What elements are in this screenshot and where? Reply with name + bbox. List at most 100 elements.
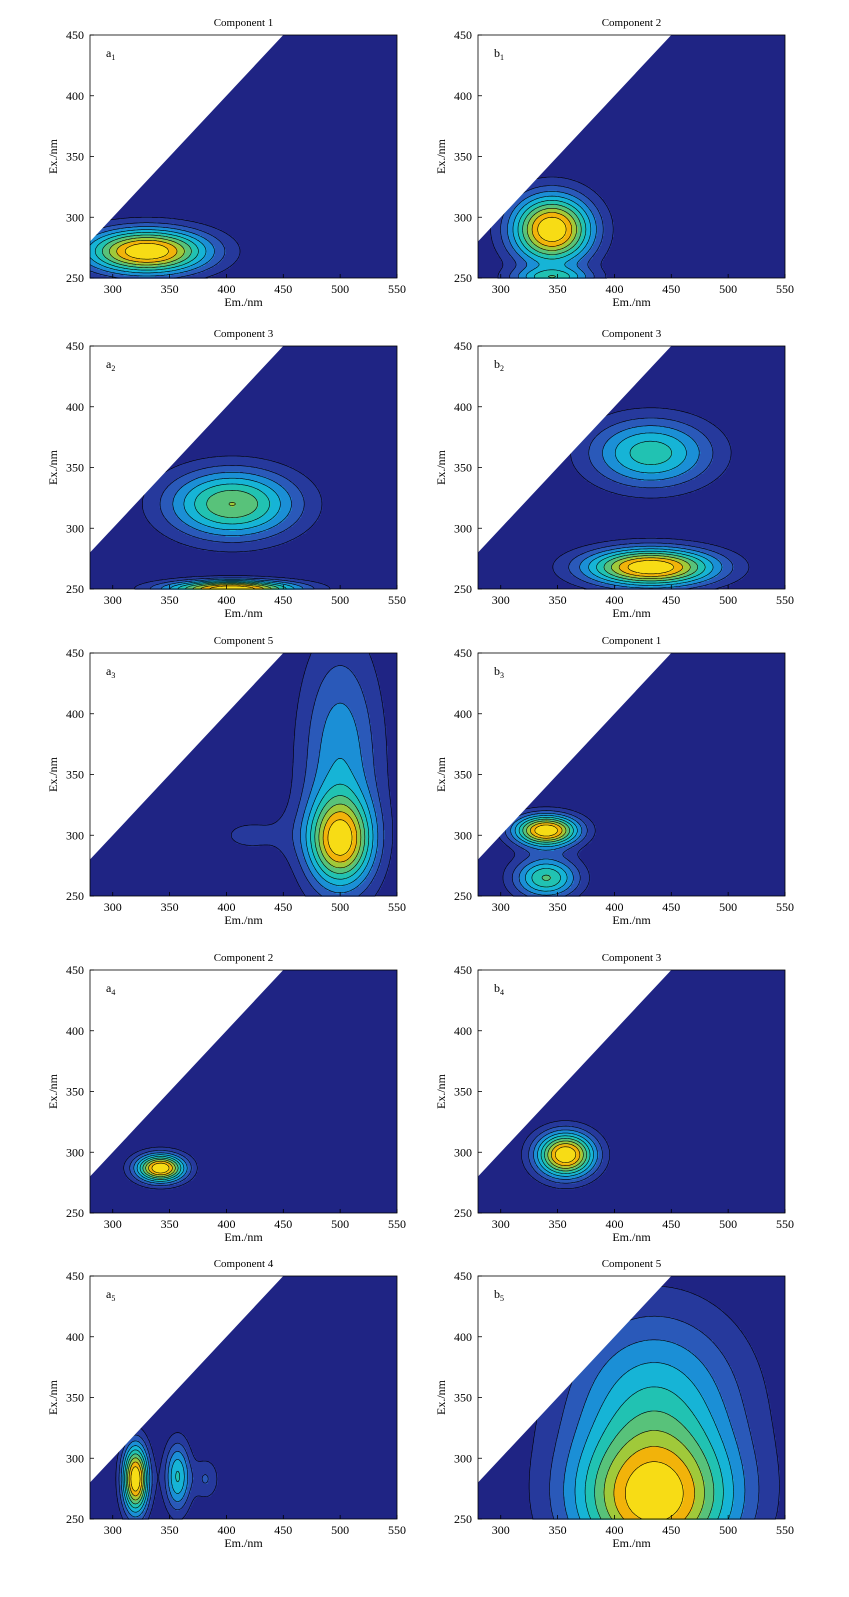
x-tick-label: 550 <box>776 593 794 607</box>
contour-line-5 <box>310 783 370 880</box>
contour-line-9 <box>627 560 674 575</box>
panel-corner-label: b4 <box>494 981 504 997</box>
y-tick-label: 450 <box>454 646 472 660</box>
contour-level-9 <box>538 218 567 242</box>
x-tick-label: 300 <box>104 900 122 914</box>
x-tick-label: 400 <box>217 1217 235 1231</box>
y-tick-label: 450 <box>454 28 472 42</box>
masked-region <box>90 346 284 553</box>
y-tick-label: 300 <box>66 828 84 842</box>
contour-line-6 <box>185 490 280 590</box>
y-tick-label: 400 <box>66 707 84 721</box>
panel-b2: 300 350 400 450 500 550 250 300 350 400 450 Compone… <box>434 328 794 620</box>
y-axis-label: Ex./nm <box>434 1073 448 1109</box>
x-tick-label: 500 <box>719 900 737 914</box>
x-tick-label: 500 <box>331 282 349 296</box>
panel-title: Component 5 <box>214 635 274 647</box>
x-axis-label: Em./nm <box>224 606 263 620</box>
contour-line-8 <box>200 584 265 590</box>
x-axis-label: Em./nm <box>224 1536 263 1550</box>
x-tick-label: 550 <box>388 593 406 607</box>
panel-corner-label: a4 <box>106 981 115 997</box>
y-tick-label: 400 <box>454 1330 472 1344</box>
contour-line-4 <box>512 195 592 279</box>
x-tick-label: 500 <box>331 1217 349 1231</box>
contour-line-8 <box>322 811 357 863</box>
panel-a5: 300 350 400 450 500 550 250 300 350 400 450 Compone… <box>46 1258 406 1550</box>
contour-line-6 <box>544 1138 587 1172</box>
contour-level-9 <box>124 243 169 261</box>
panel-corner-label: b1 <box>494 46 504 62</box>
masked-region <box>90 1276 284 1483</box>
x-tick-label: 400 <box>217 900 235 914</box>
y-tick-label: 300 <box>454 521 472 535</box>
contour-line-1 <box>231 652 393 897</box>
contour-line-8 <box>531 212 572 247</box>
x-axis-label: Em./nm <box>224 295 263 309</box>
x-tick-label: 450 <box>662 282 680 296</box>
contour-line-9 <box>625 1461 684 1520</box>
x-tick-label: 300 <box>492 1523 510 1537</box>
y-tick-label: 300 <box>66 1145 84 1159</box>
contour-line-9 <box>534 824 558 837</box>
y-tick-label: 250 <box>66 889 84 903</box>
x-tick-label: 450 <box>274 900 292 914</box>
y-axis-label: Ex./nm <box>434 138 448 174</box>
contour-line-7 <box>145 1159 176 1177</box>
contour-line-4 <box>89 229 207 274</box>
x-tick-label: 500 <box>331 1523 349 1537</box>
y-tick-label: 450 <box>66 963 84 977</box>
x-tick-label: 300 <box>104 1523 122 1537</box>
x-tick-label: 450 <box>662 593 680 607</box>
x-tick-label: 500 <box>719 282 737 296</box>
contour-line-5 <box>518 817 574 888</box>
x-tick-label: 450 <box>274 282 292 296</box>
y-tick-label: 300 <box>66 210 84 224</box>
contour-line-7 <box>603 1430 705 1520</box>
y-tick-label: 400 <box>66 89 84 103</box>
panel-title: Component 1 <box>214 17 274 29</box>
contour-line-2 <box>149 465 315 590</box>
panel-b1: 300 350 400 450 500 550 250 300 350 400 450 Compone… <box>434 17 794 309</box>
x-tick-label: 400 <box>605 1523 623 1537</box>
panel-corner-label: b3 <box>494 664 504 680</box>
x-tick-label: 500 <box>331 593 349 607</box>
panel-a2: 300 350 400 450 500 550 250 300 350 400 450 Compone… <box>46 328 406 620</box>
panel-title: Component 3 <box>602 952 662 964</box>
x-tick-label: 450 <box>274 1217 292 1231</box>
y-tick-label: 450 <box>454 963 472 977</box>
x-tick-label: 550 <box>388 900 406 914</box>
x-tick-label: 350 <box>161 1523 179 1537</box>
contour-line-3 <box>510 813 583 896</box>
contour-line-9 <box>151 1162 170 1174</box>
contour-line-9 <box>124 243 169 260</box>
y-tick-label: 350 <box>454 150 472 164</box>
panel-title: Component 4 <box>214 1258 274 1270</box>
x-tick-label: 300 <box>104 282 122 296</box>
contour-line-8 <box>551 1143 581 1166</box>
x-tick-label: 350 <box>549 282 567 296</box>
contour-line-8 <box>530 822 563 839</box>
y-tick-label: 450 <box>66 339 84 353</box>
contour-line-4 <box>169 477 295 590</box>
y-tick-label: 250 <box>66 1512 84 1526</box>
y-tick-label: 350 <box>454 1085 472 1099</box>
x-tick-label: 350 <box>161 900 179 914</box>
x-tick-label: 550 <box>388 1523 406 1537</box>
y-tick-label: 300 <box>454 1451 472 1465</box>
contour-line-7 <box>526 820 567 841</box>
y-tick-label: 350 <box>66 1085 84 1099</box>
contour-line-7 <box>127 1457 144 1501</box>
contour-line-7 <box>611 555 691 579</box>
contour-level-9 <box>328 820 353 856</box>
x-tick-label: 550 <box>776 900 794 914</box>
contour-line-6 <box>102 234 192 268</box>
x-tick-label: 450 <box>274 1523 292 1537</box>
panel-title: Component 5 <box>602 1258 662 1270</box>
panel-title: Component 3 <box>602 328 662 340</box>
contour-line-2 <box>292 665 385 897</box>
y-tick-label: 250 <box>454 1512 472 1526</box>
contour-line-7 <box>526 208 577 251</box>
x-tick-label: 350 <box>161 282 179 296</box>
